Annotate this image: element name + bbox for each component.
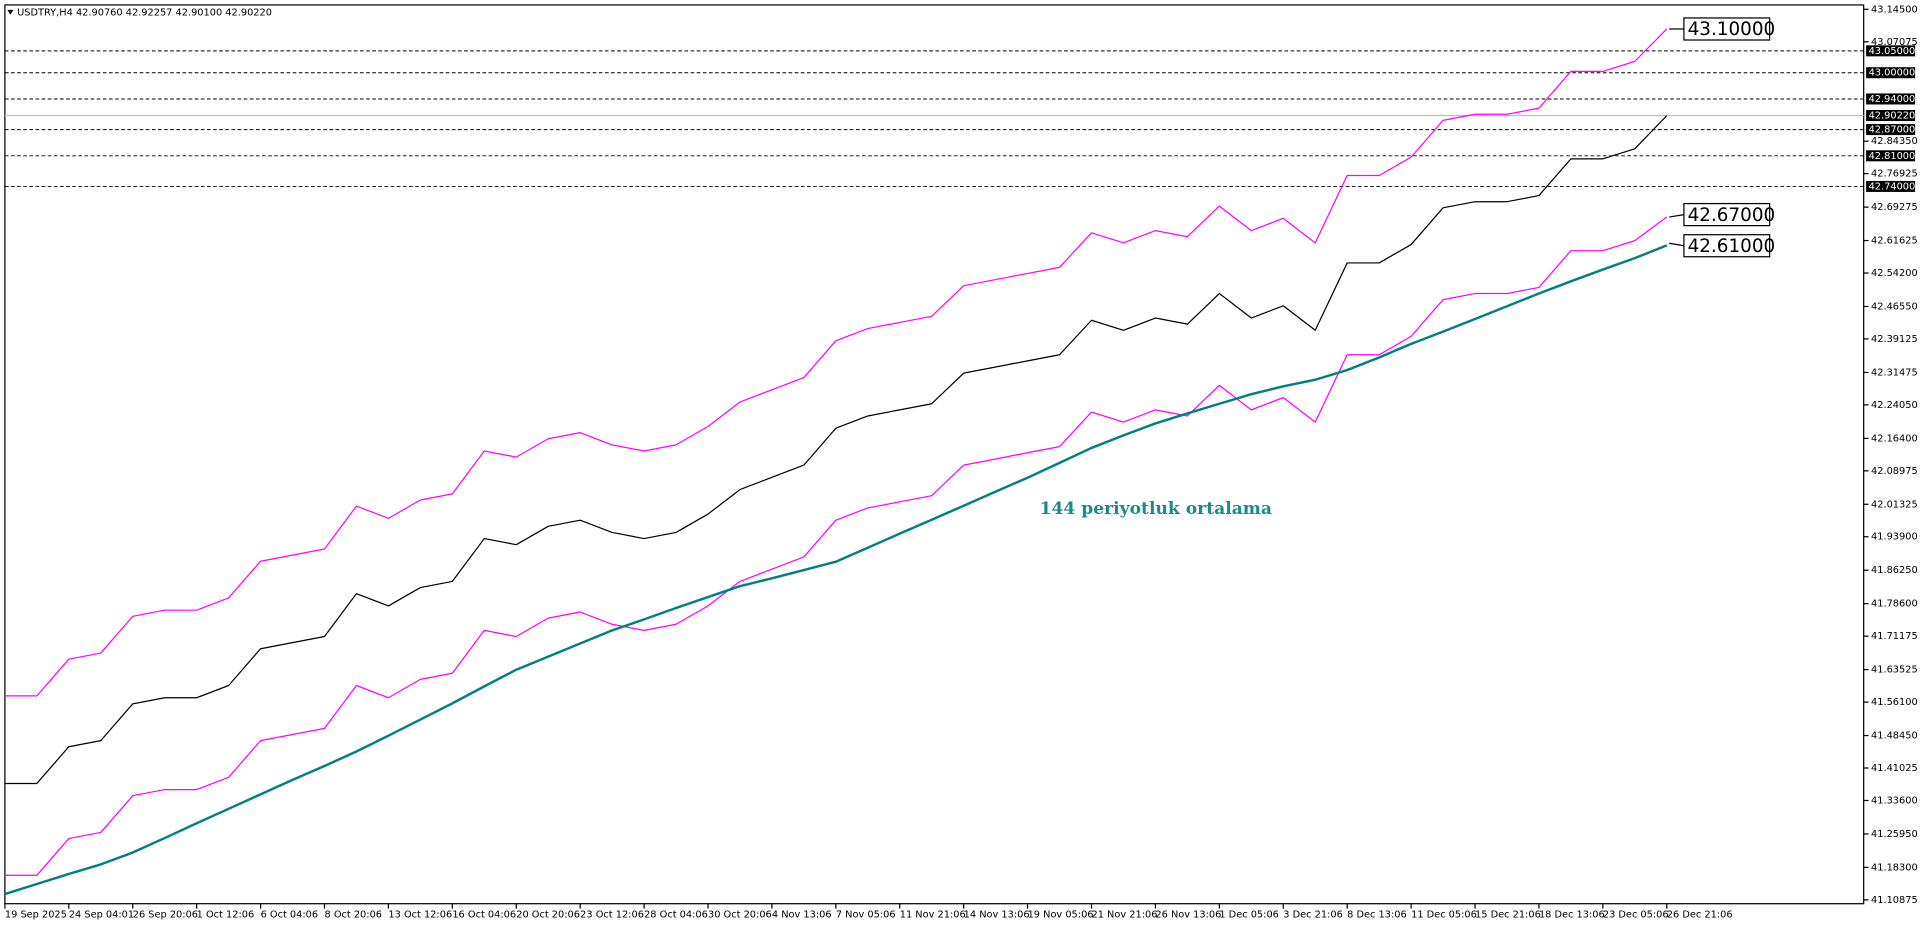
x-tick-label: 30 Oct 20:06 (708, 910, 772, 921)
x-tick-label: 1 Dec 05:06 (1219, 910, 1279, 921)
annotation-label: 43.10000 (1688, 19, 1776, 40)
level-box (1866, 150, 1916, 162)
y-tick-label: 42.54200 (1871, 268, 1918, 279)
y-tick-label: 42.61625 (1871, 236, 1918, 247)
x-tick-label: 11 Dec 05:06 (1411, 910, 1477, 921)
y-tick-label: 41.18300 (1871, 862, 1918, 873)
y-tick-label: 41.10875 (1871, 895, 1918, 906)
x-tick-label: 7 Nov 05:06 (836, 910, 896, 921)
level-box (1866, 93, 1916, 105)
level-box (1866, 124, 1916, 136)
y-tick-label: 41.25950 (1871, 829, 1918, 840)
y-tick-label: 42.01325 (1871, 499, 1918, 510)
current-price-box (1866, 109, 1916, 122)
x-tick-label: 4 Nov 13:06 (772, 910, 832, 921)
y-tick-label: 42.84350 (1871, 136, 1918, 147)
level-label: 43.05000 (1869, 46, 1916, 57)
y-tick-label: 42.24050 (1871, 400, 1918, 411)
level-label: 42.81000 (1869, 151, 1916, 162)
level-label: 42.74000 (1869, 181, 1916, 192)
ma-label: 144 periyotluk ortalama (1040, 499, 1272, 519)
x-tick-label: 23 Oct 12:06 (580, 910, 644, 921)
level-box (1866, 180, 1916, 192)
x-tick-label: 8 Dec 13:06 (1347, 910, 1407, 921)
series-line (4, 115, 1668, 785)
annotation-leader (1669, 213, 1685, 218)
x-tick-label: 6 Oct 04:06 (261, 910, 319, 921)
x-tick-label: 20 Oct 20:06 (516, 910, 580, 921)
y-tick-label: 42.31475 (1871, 367, 1918, 378)
x-tick-label: 26 Sep 20:06 (133, 910, 198, 921)
plot-frame (4, 4, 1865, 905)
y-tick-label: 41.71175 (1871, 631, 1918, 642)
annotation-box (1683, 17, 1771, 41)
y-tick-label: 42.69275 (1871, 202, 1918, 213)
header-arrow (7, 9, 14, 15)
y-tick-label: 41.78600 (1871, 599, 1918, 610)
y-tick-label: 42.46550 (1871, 301, 1918, 312)
level-label: 42.94000 (1869, 94, 1916, 105)
y-tick-label: 41.41025 (1871, 763, 1918, 774)
annotation-label: 42.61000 (1688, 236, 1776, 257)
level-box (1866, 67, 1916, 79)
x-tick-label: 23 Dec 05:06 (1603, 910, 1669, 921)
current-price-label: 42.90220 (1869, 110, 1916, 121)
annotation-label: 42.67000 (1688, 205, 1776, 226)
series-line (4, 244, 1668, 896)
x-tick-label: 21 Nov 21:06 (1092, 910, 1158, 921)
x-tick-label: 13 Oct 12:06 (388, 910, 452, 921)
y-tick-label: 43.07075 (1871, 37, 1918, 48)
y-tick-label: 42.16400 (1871, 433, 1918, 444)
x-tick-label: 1 Oct 12:06 (197, 910, 255, 921)
x-tick-label: 3 Dec 21:06 (1283, 910, 1343, 921)
y-tick-label: 41.33600 (1871, 795, 1918, 806)
x-tick-label: 15 Dec 21:06 (1475, 910, 1541, 921)
y-tick-label: 41.48450 (1871, 731, 1918, 742)
y-tick-label: 43.14500 (1871, 4, 1918, 15)
x-tick-label: 19 Sep 2025 (5, 910, 67, 921)
y-tick-label: 41.63525 (1871, 665, 1918, 676)
level-label: 43.00000 (1869, 68, 1916, 79)
x-tick-label: 19 Nov 05:06 (1028, 910, 1094, 921)
x-tick-label: 18 Dec 13:06 (1539, 910, 1605, 921)
y-tick-label: 41.86250 (1871, 565, 1918, 576)
level-box (1866, 45, 1916, 57)
y-tick-label: 41.56100 (1871, 697, 1918, 708)
y-tick-label: 42.39125 (1871, 334, 1918, 345)
annotation-box (1683, 202, 1771, 227)
series-line (4, 216, 1668, 876)
x-tick-label: 8 Oct 20:06 (324, 910, 382, 921)
x-tick-label: 14 Nov 13:06 (964, 910, 1030, 921)
y-tick-label: 41.93900 (1871, 532, 1918, 543)
x-tick-label: 16 Oct 04:06 (452, 910, 516, 921)
x-tick-label: 26 Nov 13:06 (1155, 910, 1221, 921)
series-line (4, 28, 1668, 697)
x-tick-label: 24 Sep 04:01 (69, 910, 134, 921)
annotation-box (1683, 234, 1771, 258)
chart-header: USDTRY,H4 42.90760 42.92257 42.90100 42.… (17, 7, 272, 18)
x-tick-label: 28 Oct 04:06 (644, 910, 708, 921)
level-label: 42.87000 (1869, 125, 1916, 136)
x-tick-label: 26 Dec 21:06 (1667, 910, 1733, 921)
y-tick-label: 42.76925 (1871, 169, 1918, 180)
y-tick-label: 42.08975 (1871, 466, 1918, 477)
annotation-leader (1669, 242, 1685, 247)
x-tick-label: 11 Nov 21:06 (900, 910, 966, 921)
